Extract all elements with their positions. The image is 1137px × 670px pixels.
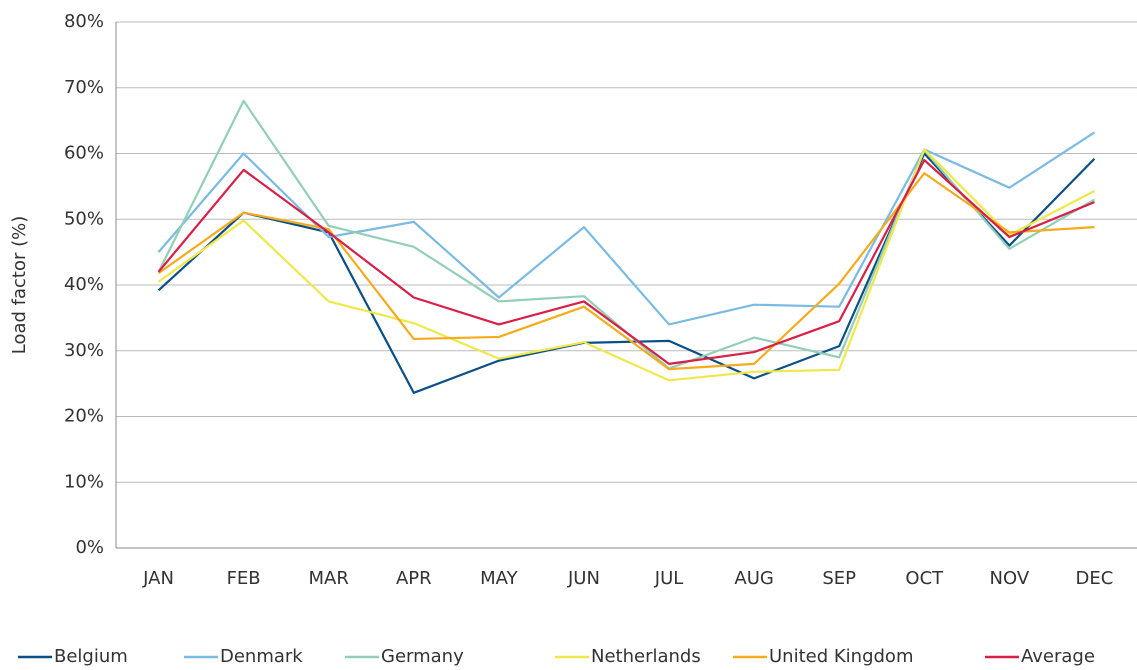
legend-label: Belgium	[54, 646, 128, 667]
x-tick-label: OCT	[905, 568, 944, 589]
series-line	[157, 158, 1095, 365]
x-tick-label: AUG	[734, 568, 773, 589]
x-tick-label: DEC	[1076, 568, 1114, 589]
y-tick-label: 60%	[64, 143, 104, 164]
y-tick-label: 80%	[64, 11, 104, 32]
legend-label: Denmark	[220, 646, 303, 667]
legend-label: Germany	[381, 646, 464, 667]
legend-label: Netherlands	[591, 646, 701, 667]
y-tick-label: 70%	[64, 77, 104, 98]
x-tick-label: MAY	[480, 568, 518, 589]
y-tick-label: 50%	[64, 208, 104, 229]
x-tick-label: MAR	[309, 568, 349, 589]
series-line	[157, 99, 1096, 370]
legend-label: United Kingdom	[769, 646, 913, 667]
y-axis-label: Load factor (%)	[9, 216, 30, 355]
y-tick-label: 40%	[64, 274, 104, 295]
x-tick-label: SEP	[822, 568, 856, 589]
x-tick-label: NOV	[990, 568, 1030, 589]
y-tick-label: 0%	[75, 537, 104, 558]
series-line	[157, 152, 1096, 394]
legend-label: Average	[1021, 646, 1095, 667]
x-tick-label: JAN	[142, 568, 174, 589]
y-tick-label: 20%	[64, 406, 104, 427]
x-tick-label: JUL	[654, 568, 684, 589]
series-line	[157, 148, 1095, 382]
series-line	[157, 131, 1096, 326]
x-tick-label: JUN	[567, 568, 600, 589]
series-line	[157, 172, 1095, 371]
y-tick-label: 30%	[64, 340, 104, 361]
y-tick-label: 10%	[64, 471, 104, 492]
x-tick-label: FEB	[227, 568, 261, 589]
x-tick-label: APR	[396, 568, 432, 589]
